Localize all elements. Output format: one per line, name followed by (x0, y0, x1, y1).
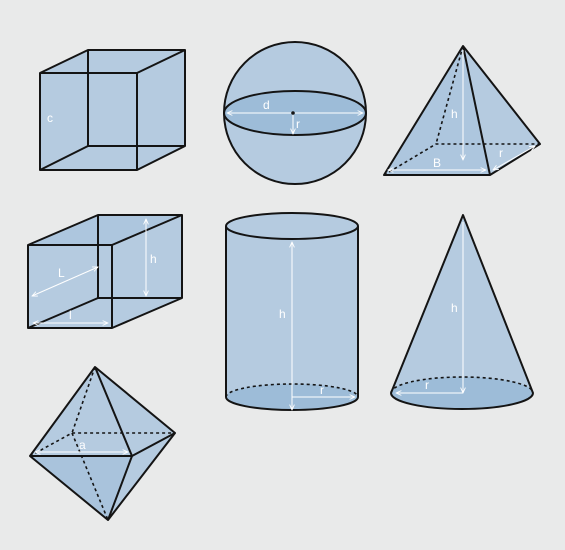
cone-height-label: h (451, 301, 458, 315)
cone-base-front (390, 392, 534, 410)
sphere-equator-front (223, 112, 367, 136)
cone-radius-label: r (425, 378, 429, 392)
prism-length-label: L (58, 266, 65, 280)
cube-edge-label: c (47, 111, 53, 125)
rectangular-prism: L l h (27, 214, 183, 329)
cube-body (40, 50, 185, 170)
prism-width-label: l (69, 308, 72, 322)
pyramid-side-label: r (499, 146, 503, 160)
pyramid-hidden-edges (383, 45, 540, 176)
pyramid-base-label: B (433, 156, 441, 170)
octahedron-lower-front (30, 456, 132, 520)
prism-length-line (32, 267, 98, 296)
cone-base-back (390, 376, 534, 394)
sphere-diameter-label: d (263, 98, 270, 112)
cone-outline (390, 214, 534, 394)
pyramid-side-line (493, 146, 535, 170)
prism-height-label: h (150, 252, 157, 266)
cone: h r (390, 214, 534, 410)
prism-outline (27, 214, 183, 329)
octahedron-hidden-edges (29, 366, 175, 521)
cube: c (39, 49, 186, 171)
cube-outline (39, 49, 186, 171)
pyramid-height-label: h (451, 107, 458, 121)
cylinder-height-label: h (279, 307, 286, 321)
sphere: d r (223, 41, 367, 185)
cylinder: h r (225, 212, 359, 411)
octahedron: a (29, 366, 176, 521)
sphere-radius-label: r (296, 117, 300, 131)
sphere-equator-back (223, 90, 367, 114)
cone-body (391, 215, 533, 409)
square-pyramid: h B r (383, 45, 541, 176)
octahedron-edge-label: a (79, 438, 86, 452)
cylinder-base-back (225, 383, 359, 398)
cylinder-radius-label: r (320, 383, 324, 397)
